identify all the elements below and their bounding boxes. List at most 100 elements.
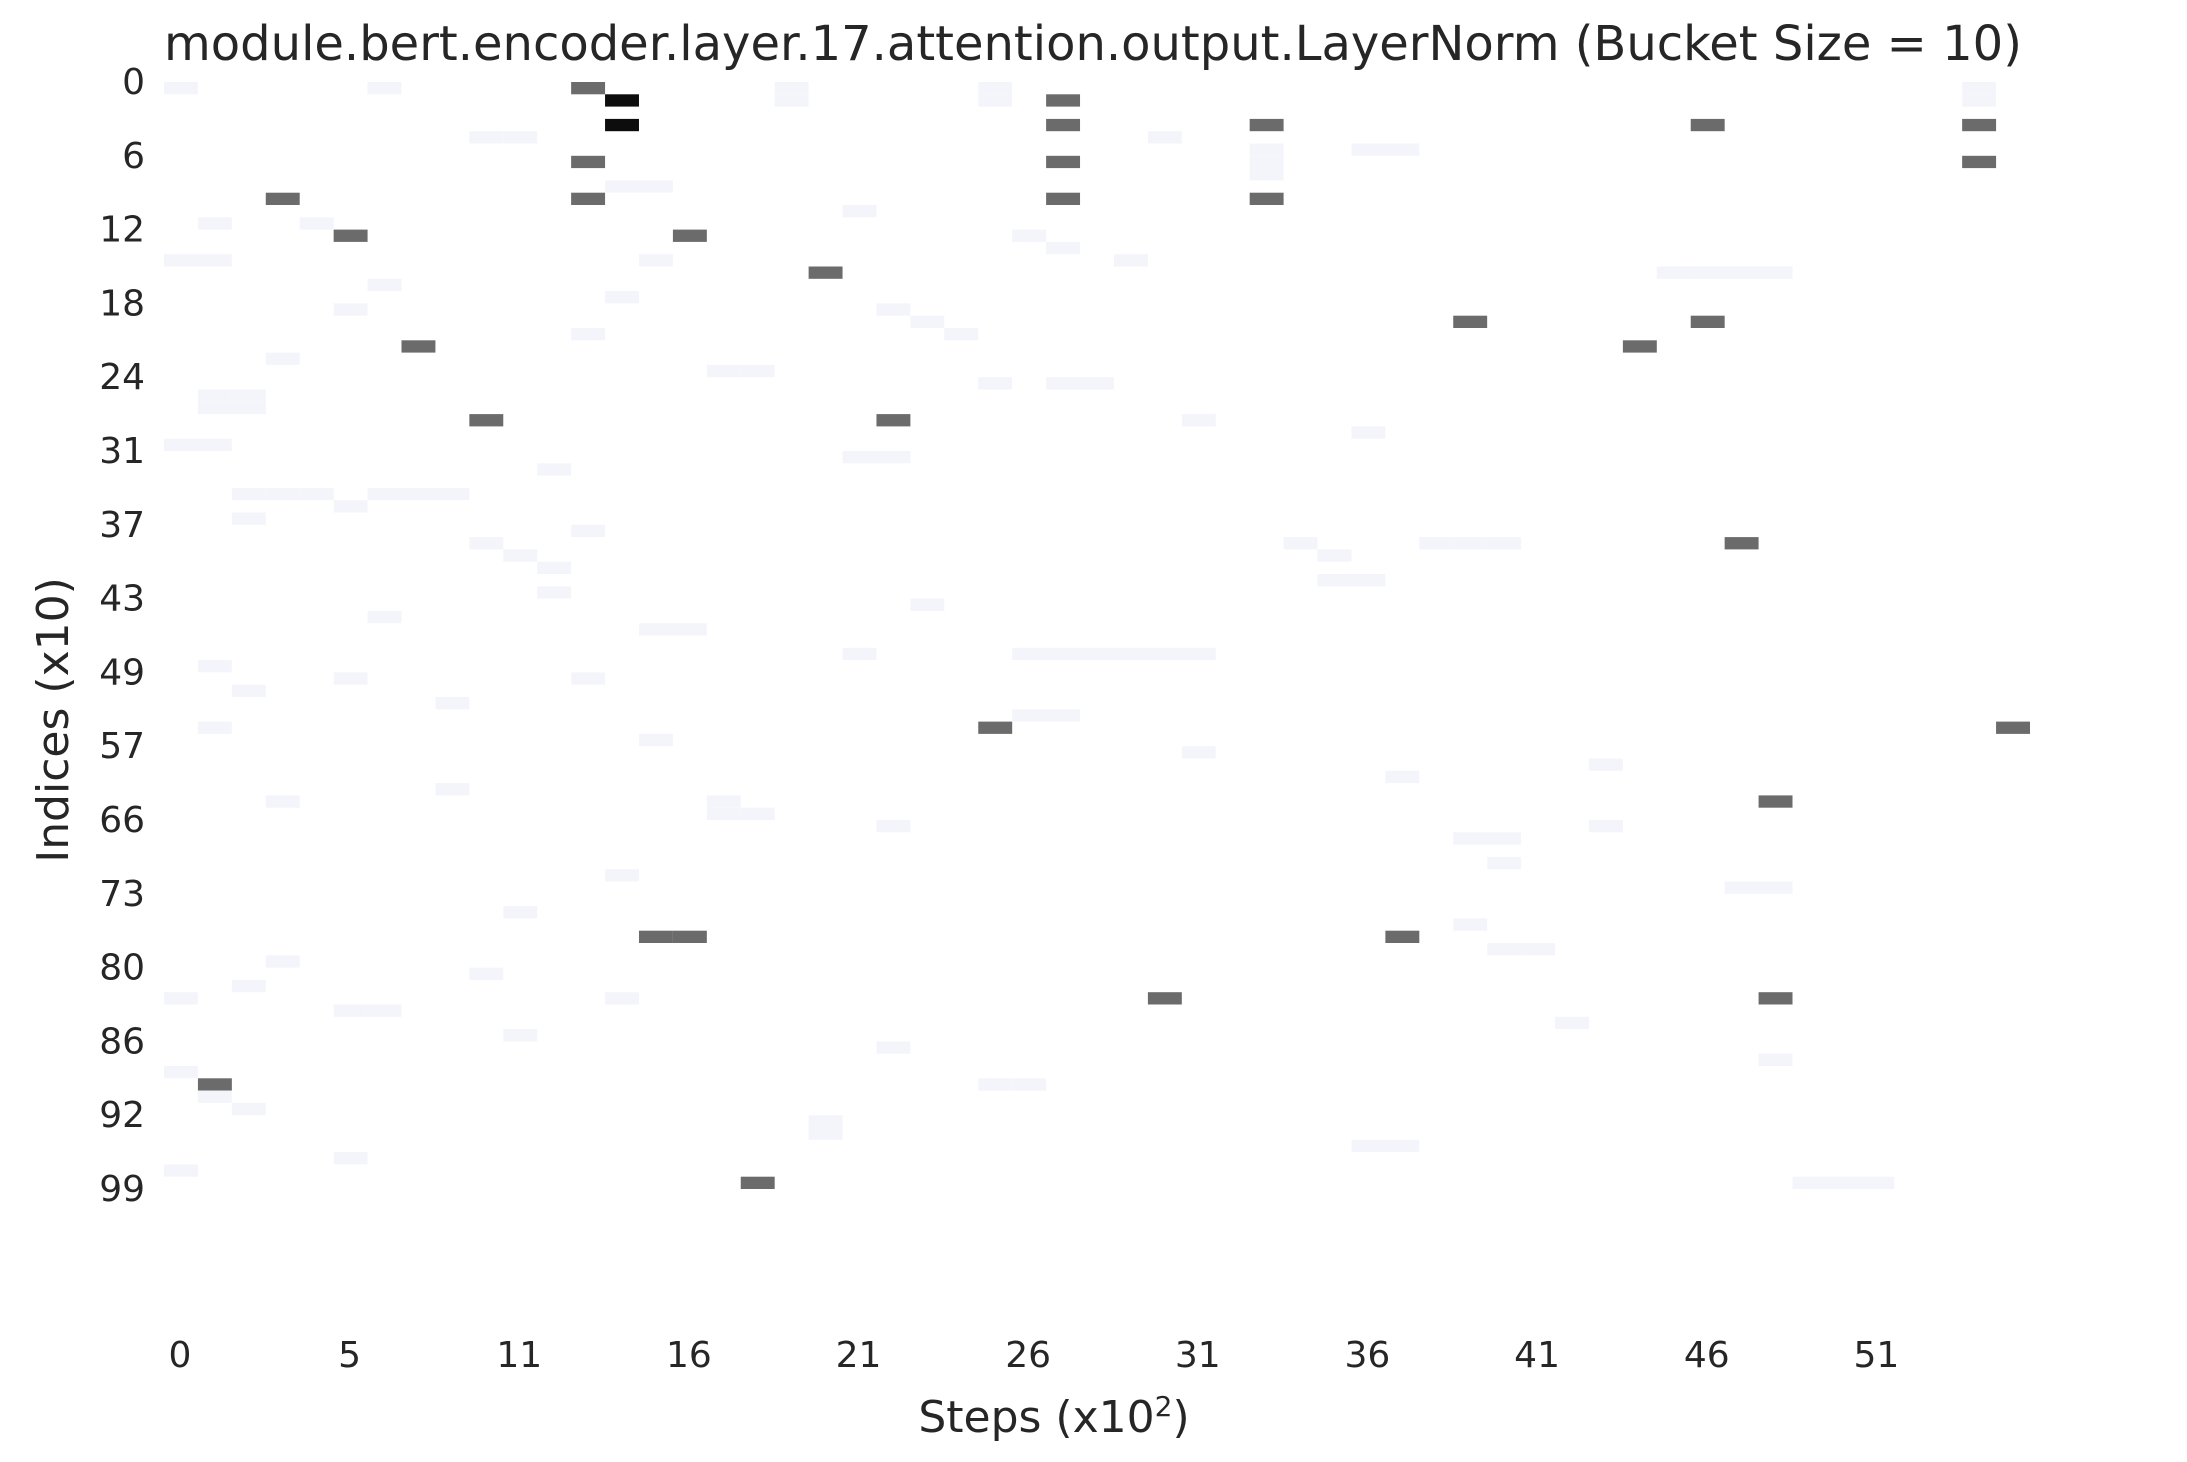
heatmap-cell	[1860, 1176, 1895, 1189]
heatmap-cell	[1758, 1053, 1793, 1066]
heatmap-cell	[1588, 820, 1623, 833]
heatmap-cell	[1249, 143, 1284, 156]
x-tick-labels: 0 5 11 16 21 26 31 36 41 46 51	[169, 1335, 1900, 1376]
x-tick-label: 41	[1514, 1335, 1560, 1376]
heatmap-cell	[605, 180, 639, 193]
heatmap-cell	[367, 610, 402, 624]
heatmap-cell	[197, 1090, 232, 1103]
y-tick-label: 37	[99, 505, 145, 546]
heatmap-cell	[231, 979, 266, 993]
heatmap-cell	[1012, 1078, 1047, 1091]
heatmap-cell	[1046, 647, 1081, 661]
heatmap-cell	[571, 524, 606, 538]
heatmap-cell	[299, 217, 334, 230]
heatmap-cell	[435, 783, 470, 796]
heatmap-cell	[672, 623, 707, 636]
heatmap-cell	[672, 229, 707, 242]
y-tick-label: 73	[99, 874, 145, 915]
x-axis-label-end: )	[1172, 1392, 1189, 1443]
heatmap-cell	[571, 192, 606, 205]
heatmap-cell	[1046, 241, 1081, 255]
heatmap-cell	[1555, 1016, 1589, 1030]
heatmap-cell	[1419, 537, 1454, 550]
heatmap-cell	[164, 1164, 198, 1177]
heatmap-cell	[1622, 340, 1657, 353]
x-axis-label: Steps (x102)	[918, 1390, 1189, 1443]
heatmap-cell	[231, 512, 266, 525]
heatmap-cell	[537, 463, 572, 476]
heatmap-cell	[1351, 143, 1386, 156]
y-tick-label: 80	[99, 948, 145, 989]
heatmap-cell	[876, 303, 911, 316]
heatmap-cell	[706, 795, 741, 808]
heatmap-cell	[1826, 1176, 1861, 1189]
heatmap-cell	[1588, 758, 1623, 771]
heatmap-cell	[333, 672, 368, 685]
heatmap-cell	[1487, 856, 1522, 870]
heatmap-cell	[1351, 1139, 1386, 1153]
x-tick-label: 21	[836, 1335, 882, 1376]
heatmap-cell	[1690, 315, 1725, 328]
y-tick-label: 99	[99, 1169, 145, 1210]
heatmap-cell	[571, 155, 606, 169]
x-tick-label: 46	[1684, 1335, 1730, 1376]
heatmap-cell	[1046, 377, 1081, 390]
heatmap-cell	[638, 254, 673, 267]
heatmap-cell	[910, 315, 945, 328]
y-tick-label: 49	[99, 652, 145, 693]
heatmap-cell	[265, 487, 300, 501]
heatmap-cell	[808, 1115, 843, 1128]
heatmap-cell	[1453, 832, 1488, 845]
y-tick-label: 6	[122, 136, 145, 177]
heatmap-cell	[1385, 1139, 1420, 1153]
heatmap-cell	[1046, 155, 1081, 169]
heatmap-cell	[1147, 992, 1182, 1005]
heatmap-cell	[1283, 537, 1318, 550]
y-tick-label: 92	[99, 1095, 145, 1136]
heatmap-cell	[333, 500, 368, 513]
heatmap-cell	[1792, 1176, 1827, 1189]
y-tick-label: 0	[122, 62, 145, 103]
heatmap-cell	[469, 537, 504, 550]
heatmap-cell	[164, 82, 198, 95]
heatmap-cell	[1385, 770, 1420, 784]
x-tick-label: 5	[338, 1335, 361, 1376]
heatmap-cell	[197, 438, 232, 451]
heatmap-cell	[1453, 918, 1488, 931]
x-tick-label: 51	[1853, 1335, 1899, 1376]
heatmap-cell	[672, 930, 707, 943]
x-tick-label: 36	[1345, 1335, 1391, 1376]
heatmap-cell	[537, 586, 572, 599]
x-tick-label: 0	[169, 1335, 192, 1376]
heatmap-cell	[774, 82, 809, 95]
heatmap-cell	[1453, 537, 1488, 550]
heatmap-cell	[944, 328, 979, 341]
heatmap-cell	[197, 217, 232, 230]
heatmap-cell	[1962, 82, 1997, 95]
y-tick-label: 43	[99, 579, 145, 620]
heatmap-cell	[876, 451, 911, 464]
heatmap-cell	[978, 377, 1013, 390]
heatmap-cell	[1724, 266, 1759, 279]
heatmap-cell	[435, 487, 470, 501]
heatmap-cell	[605, 291, 639, 304]
heatmap-cell	[1249, 155, 1284, 169]
heatmap-cell	[1080, 647, 1114, 661]
heatmap-cell	[333, 1004, 368, 1017]
heatmap-cell	[842, 451, 877, 464]
heatmap-cell	[401, 487, 436, 501]
heatmap-cell	[605, 118, 639, 132]
heatmap-cell	[605, 94, 639, 107]
heatmap-cell	[706, 807, 741, 820]
heatmap-cell	[638, 930, 673, 943]
heatmap-cell	[978, 721, 1013, 734]
heatmap-cell	[638, 733, 673, 747]
y-tick-label: 31	[99, 431, 145, 472]
heatmap-cell	[1962, 94, 1997, 107]
heatmap-cell	[638, 180, 673, 193]
heatmap-cell	[1962, 118, 1997, 132]
heatmap-cell	[605, 869, 639, 882]
heatmap-cell	[605, 992, 639, 1005]
heatmap-cell	[978, 82, 1013, 95]
